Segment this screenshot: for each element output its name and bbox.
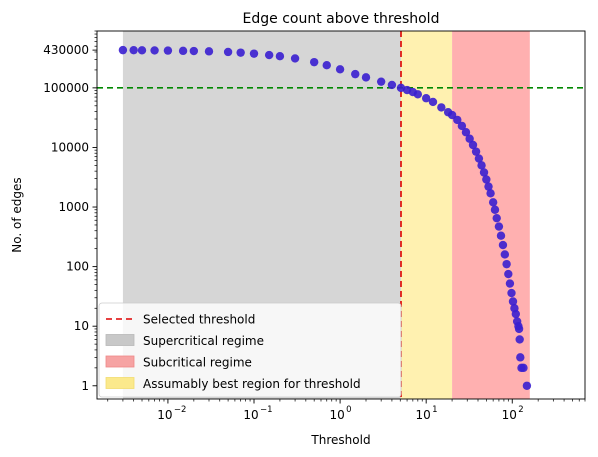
data-point-62	[519, 363, 528, 373]
data-point-3	[150, 46, 159, 55]
data-point-38	[479, 168, 489, 177]
data-point-19	[376, 77, 386, 86]
data-point-12	[275, 51, 285, 61]
chart-title: Edge count above threshold	[243, 11, 440, 27]
data-point-44	[492, 213, 501, 223]
legend-box	[98, 302, 402, 398]
data-point-58	[514, 324, 524, 334]
legend-label-2: Subcritical regime	[143, 356, 252, 370]
data-point-13	[290, 54, 300, 63]
y-tick-label-3: 1000	[58, 200, 89, 214]
data-point-9	[236, 48, 245, 57]
legend-swatch-1	[105, 334, 135, 346]
legend-label-3: Assumably best region for threshold	[143, 377, 361, 391]
data-point-10	[249, 49, 259, 58]
data-point-42	[488, 198, 498, 207]
region-2	[452, 31, 530, 399]
x-tick-label-2: 10	[329, 408, 344, 422]
data-point-20	[387, 80, 397, 90]
data-point-39	[482, 175, 491, 184]
data-point-63	[522, 381, 532, 390]
data-point-51	[505, 279, 515, 288]
data-point-40	[484, 182, 493, 191]
legend-swatch-3	[105, 377, 135, 389]
data-point-4	[163, 46, 173, 55]
data-point-24	[413, 90, 423, 99]
data-point-36	[474, 154, 484, 163]
data-point-15	[322, 61, 331, 70]
data-point-50	[504, 269, 513, 279]
data-point-11	[264, 50, 274, 60]
data-point-1	[129, 45, 138, 55]
data-point-46	[496, 231, 506, 240]
legend-label-0: Selected threshold	[143, 313, 255, 327]
data-point-6	[189, 46, 199, 56]
data-point-43	[490, 205, 500, 214]
y-tick-label-4: 100	[66, 260, 89, 274]
data-point-2	[137, 46, 147, 55]
x-tick-exponent-3: 1	[432, 405, 437, 415]
data-point-7	[204, 47, 214, 56]
data-point-27	[437, 103, 446, 112]
data-point-37	[477, 161, 486, 170]
data-point-53	[508, 297, 518, 306]
y-tick-label-2: 10000	[51, 140, 89, 154]
legend-label-1: Supercritical regime	[143, 334, 264, 348]
x-tick-exponent-2: 0	[346, 405, 351, 415]
data-point-33	[465, 134, 474, 143]
x-tick-label-0: 10	[157, 408, 172, 422]
y-tick-label-0: 430000	[43, 43, 89, 57]
data-point-41	[486, 189, 495, 198]
plot-frame	[96, 30, 586, 400]
data-point-5	[178, 46, 188, 56]
data-point-59	[515, 335, 524, 344]
data-point-47	[498, 240, 508, 250]
data-point-32	[461, 128, 471, 137]
data-point-34	[468, 140, 478, 150]
data-point-35	[471, 147, 481, 156]
data-point-30	[453, 115, 462, 125]
data-point-55	[511, 309, 521, 319]
data-point-52	[507, 288, 516, 298]
data-point-17	[351, 69, 360, 79]
y-tick-label-5: 10	[74, 319, 89, 333]
data-point-60	[516, 353, 525, 362]
legend: Selected threshold Supercritical regime Su…	[98, 302, 402, 398]
data-point-26	[428, 97, 438, 107]
data-point-14	[309, 57, 319, 67]
x-tick-exponent-4: 2	[518, 405, 523, 415]
y-axis-label: No. of edges	[10, 177, 24, 252]
y-tick-label-1: 100000	[43, 81, 89, 95]
data-point-31	[457, 121, 467, 131]
x-tick-exponent-1: −1	[260, 405, 273, 415]
data-point-18	[361, 73, 371, 82]
x-tick-label-3: 10	[416, 408, 431, 422]
data-point-16	[335, 65, 345, 74]
x-tick-label-4: 10	[502, 408, 517, 422]
data-point-0	[118, 45, 128, 55]
legend-swatch-2	[105, 355, 135, 368]
data-point-49	[502, 259, 511, 269]
data-point-8	[223, 47, 233, 57]
x-tick-exponent-0: −2	[174, 405, 187, 415]
data-point-25	[421, 94, 431, 103]
data-point-45	[494, 222, 504, 231]
x-tick-label-1: 10	[243, 408, 258, 422]
y-tick-label-6: 1	[81, 379, 89, 393]
x-axis-label: Threshold	[310, 433, 370, 447]
data-point-48	[500, 250, 510, 259]
